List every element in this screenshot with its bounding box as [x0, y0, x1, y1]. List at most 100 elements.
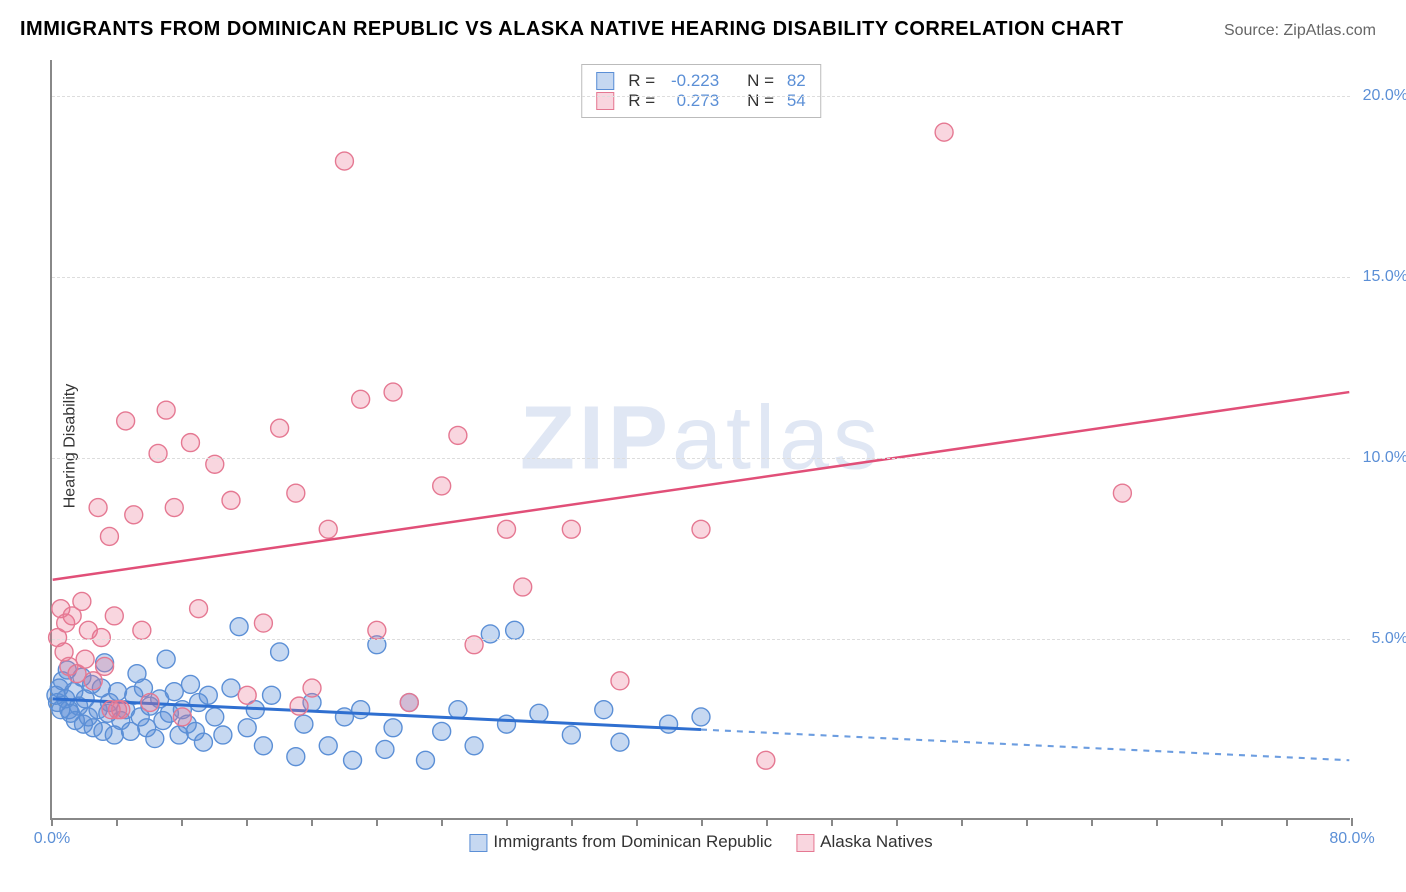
- scatter-point: [190, 600, 208, 618]
- legend-bottom: Immigrants from Dominican Republic Alaska…: [469, 832, 932, 852]
- scatter-point: [181, 675, 199, 693]
- y-tick-label: 10.0%: [1363, 449, 1406, 467]
- chart-plot-area: ZIPatlas R =-0.223N = 82R =0.273N = 54 I…: [50, 60, 1350, 820]
- scatter-point: [498, 520, 516, 538]
- scatter-point: [481, 625, 499, 643]
- scatter-point: [506, 621, 524, 639]
- scatter-point: [290, 697, 308, 715]
- x-tick-mark: [766, 818, 768, 826]
- correlation-legend-row: R =-0.223N = 82: [596, 71, 806, 91]
- gridline: [52, 277, 1350, 278]
- y-tick-label: 20.0%: [1363, 87, 1406, 105]
- source-prefix: Source:: [1224, 22, 1284, 39]
- scatter-point: [595, 701, 613, 719]
- chart-title: IMMIGRANTS FROM DOMINICAN REPUBLIC VS AL…: [20, 18, 1124, 41]
- scatter-point: [146, 730, 164, 748]
- x-tick-mark: [1351, 818, 1353, 826]
- legend-label: Immigrants from Dominican Republic: [493, 832, 772, 851]
- scatter-point: [76, 650, 94, 668]
- scatter-point: [335, 708, 353, 726]
- scatter-point: [238, 719, 256, 737]
- scatter-point: [89, 499, 107, 517]
- scatter-point: [105, 607, 123, 625]
- scatter-point: [449, 426, 467, 444]
- scatter-point: [384, 383, 402, 401]
- scatter-point: [400, 694, 418, 712]
- scatter-point: [254, 737, 272, 755]
- gridline: [52, 96, 1350, 97]
- scatter-point: [319, 737, 337, 755]
- scatter-point: [133, 621, 151, 639]
- scatter-point: [109, 683, 127, 701]
- x-tick-mark: [636, 818, 638, 826]
- x-tick-mark: [376, 818, 378, 826]
- legend-swatch: [469, 834, 487, 852]
- scatter-point: [181, 434, 199, 452]
- scatter-point: [263, 686, 281, 704]
- source-link[interactable]: ZipAtlas.com: [1284, 22, 1376, 39]
- scatter-point: [562, 726, 580, 744]
- r-value: -0.223: [663, 71, 719, 91]
- scatter-point: [530, 704, 548, 722]
- scatter-point: [319, 520, 337, 538]
- x-tick-mark: [506, 818, 508, 826]
- legend-swatch: [596, 92, 614, 110]
- scatter-point: [1113, 484, 1131, 502]
- x-tick-mark: [181, 818, 183, 826]
- x-tick-label: 80.0%: [1329, 830, 1374, 848]
- x-tick-mark: [1286, 818, 1288, 826]
- scatter-point: [562, 520, 580, 538]
- scatter-point: [352, 701, 370, 719]
- scatter-point: [692, 520, 710, 538]
- scatter-point: [214, 726, 232, 744]
- scatter-point: [660, 715, 678, 733]
- scatter-point: [344, 751, 362, 769]
- scatter-point: [935, 123, 953, 141]
- scatter-point: [433, 477, 451, 495]
- scatter-point: [514, 578, 532, 596]
- scatter-point: [384, 719, 402, 737]
- scatter-point: [757, 751, 775, 769]
- scatter-point: [611, 672, 629, 690]
- x-tick-mark: [896, 818, 898, 826]
- scatter-point: [287, 748, 305, 766]
- x-tick-mark: [1026, 818, 1028, 826]
- n-value: 54: [782, 91, 806, 111]
- x-tick-mark: [961, 818, 963, 826]
- n-label: N =: [747, 71, 774, 91]
- x-tick-label: 0.0%: [34, 830, 70, 848]
- scatter-point: [100, 527, 118, 545]
- scatter-point: [165, 499, 183, 517]
- scatter-point: [96, 657, 114, 675]
- r-label: R =: [628, 91, 655, 111]
- scatter-point: [102, 701, 120, 719]
- x-tick-mark: [571, 818, 573, 826]
- scatter-point: [368, 621, 386, 639]
- scatter-point: [157, 401, 175, 419]
- legend-item: Alaska Natives: [796, 832, 932, 852]
- scatter-point: [335, 152, 353, 170]
- scatter-point: [194, 733, 212, 751]
- legend-label: Alaska Natives: [820, 832, 932, 851]
- scatter-point: [73, 592, 91, 610]
- scatter-point: [352, 390, 370, 408]
- x-tick-mark: [51, 818, 53, 826]
- legend-swatch: [596, 72, 614, 90]
- scatter-point: [238, 686, 256, 704]
- gridline: [52, 639, 1350, 640]
- scatter-point: [287, 484, 305, 502]
- scatter-point: [206, 708, 224, 726]
- scatter-point: [254, 614, 272, 632]
- scatter-point: [271, 643, 289, 661]
- scatter-point: [295, 715, 313, 733]
- x-tick-mark: [441, 818, 443, 826]
- scatter-point: [92, 629, 110, 647]
- y-tick-label: 15.0%: [1363, 268, 1406, 286]
- correlation-legend-box: R =-0.223N = 82R =0.273N = 54: [581, 64, 821, 118]
- legend-item: Immigrants from Dominican Republic: [469, 832, 772, 852]
- scatter-point: [303, 679, 321, 697]
- r-label: R =: [628, 71, 655, 91]
- chart-svg: [52, 60, 1350, 818]
- correlation-legend-row: R =0.273N = 54: [596, 91, 806, 111]
- scatter-point: [433, 722, 451, 740]
